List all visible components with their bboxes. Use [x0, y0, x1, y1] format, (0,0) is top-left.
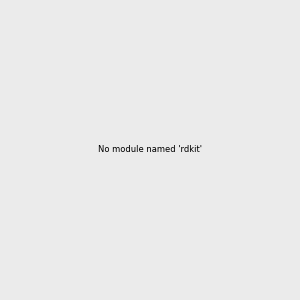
Text: No module named 'rdkit': No module named 'rdkit': [98, 146, 202, 154]
